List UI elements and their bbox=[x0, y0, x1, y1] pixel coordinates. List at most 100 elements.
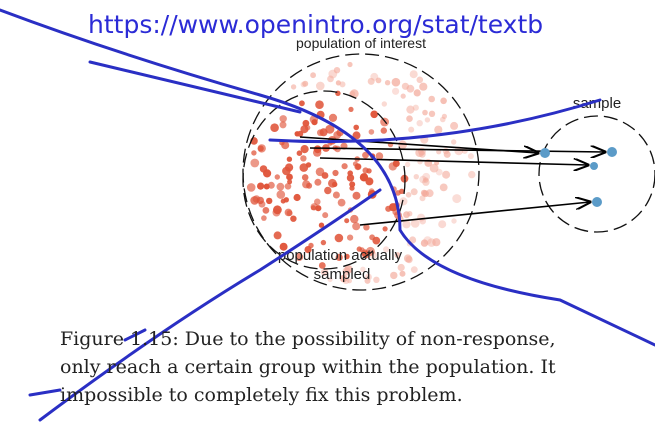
population-dot bbox=[347, 234, 354, 241]
population-dot bbox=[352, 222, 361, 231]
population-dot bbox=[400, 93, 406, 99]
population-dot bbox=[440, 116, 446, 123]
population-dot bbox=[285, 163, 294, 172]
population-dot bbox=[258, 200, 266, 208]
population-dot bbox=[286, 173, 293, 181]
population-dot bbox=[368, 188, 375, 194]
population-dot bbox=[348, 106, 354, 112]
population-dot bbox=[363, 224, 370, 231]
population-label: population of interest bbox=[296, 35, 426, 51]
population-dot bbox=[423, 177, 429, 183]
population-dot bbox=[362, 151, 369, 159]
population-dot bbox=[261, 215, 267, 221]
population-dot bbox=[406, 84, 415, 93]
population-dots bbox=[246, 61, 476, 285]
population-dot bbox=[246, 183, 256, 192]
population-dot bbox=[295, 253, 304, 261]
population-dot bbox=[294, 131, 300, 137]
population-dot bbox=[370, 110, 379, 119]
population-dot bbox=[332, 181, 338, 188]
population-dot bbox=[354, 163, 362, 171]
population-dot bbox=[337, 198, 346, 207]
sampled-circle bbox=[242, 90, 406, 270]
population-dot bbox=[399, 197, 408, 206]
population-dot bbox=[359, 247, 365, 253]
population-dot bbox=[417, 213, 426, 222]
population-dot bbox=[375, 152, 384, 160]
population-dot bbox=[274, 174, 280, 180]
population-dot bbox=[342, 277, 350, 285]
population-dot bbox=[405, 192, 412, 198]
sample-label: sample bbox=[573, 95, 621, 112]
population-dot bbox=[299, 163, 309, 172]
population-dot bbox=[300, 81, 307, 88]
pen-stroke bbox=[88, 60, 302, 114]
population-dot bbox=[451, 218, 457, 224]
population-dot bbox=[262, 207, 270, 214]
population-dot bbox=[257, 182, 265, 190]
population-dot bbox=[394, 252, 401, 259]
population-dot bbox=[381, 101, 387, 107]
population-dot bbox=[279, 115, 287, 123]
population-dot bbox=[332, 191, 340, 199]
population-dot bbox=[327, 75, 334, 83]
population-dot bbox=[369, 234, 375, 241]
population-dot bbox=[422, 109, 428, 116]
population-dot bbox=[420, 239, 429, 247]
population-dot bbox=[347, 170, 354, 176]
population-dot bbox=[267, 181, 275, 189]
population-dot bbox=[364, 277, 371, 284]
population-dot bbox=[429, 163, 439, 173]
pen-stroke bbox=[123, 328, 147, 342]
population-dot bbox=[333, 131, 342, 139]
population-dot bbox=[390, 271, 398, 280]
population-dot bbox=[270, 123, 279, 132]
population-dot bbox=[321, 172, 329, 179]
population-dot bbox=[333, 67, 341, 74]
population-dot bbox=[443, 150, 451, 158]
population-dot bbox=[392, 87, 400, 95]
population-dot bbox=[332, 169, 339, 177]
population-dot bbox=[306, 182, 313, 189]
caption-line: Figure 1.15: Due to the possibility of n… bbox=[60, 328, 556, 350]
pen-stroke bbox=[28, 388, 62, 397]
population-dot bbox=[380, 117, 389, 127]
url-banner: https://www.openintro.org/stat/textb bbox=[88, 10, 544, 39]
population-dot bbox=[413, 174, 419, 180]
population-dot bbox=[322, 212, 329, 219]
population-dot bbox=[367, 77, 375, 85]
population-dot bbox=[342, 267, 351, 276]
population-circle bbox=[242, 53, 480, 291]
population-dot bbox=[279, 121, 287, 129]
population-dot bbox=[310, 72, 316, 79]
arrow bbox=[309, 148, 605, 152]
population-dot bbox=[468, 170, 476, 179]
population-dot bbox=[259, 165, 268, 173]
sample-point bbox=[540, 148, 550, 158]
population-dot bbox=[299, 100, 305, 107]
population-dot bbox=[416, 120, 423, 127]
population-dot bbox=[380, 127, 387, 134]
population-dot bbox=[360, 266, 366, 272]
population-dot bbox=[366, 168, 372, 174]
population-dot bbox=[410, 266, 418, 273]
population-dot bbox=[284, 183, 292, 190]
population-dot bbox=[368, 129, 375, 135]
population-dot bbox=[320, 239, 327, 246]
population-dot bbox=[384, 80, 391, 86]
sample-point bbox=[607, 147, 617, 157]
population-dot bbox=[440, 97, 447, 105]
population-dot bbox=[286, 156, 293, 162]
population-dot bbox=[314, 178, 322, 186]
population-dot bbox=[349, 181, 356, 188]
population-dot bbox=[296, 150, 303, 156]
pen-stroke bbox=[38, 188, 382, 422]
population-dot bbox=[313, 145, 322, 154]
population-dot bbox=[373, 276, 380, 283]
population-dot bbox=[301, 174, 309, 181]
population-dot bbox=[389, 203, 398, 212]
population-dot bbox=[450, 121, 459, 130]
population-dot bbox=[266, 197, 273, 205]
sampled-label: population actually bbox=[278, 247, 403, 264]
